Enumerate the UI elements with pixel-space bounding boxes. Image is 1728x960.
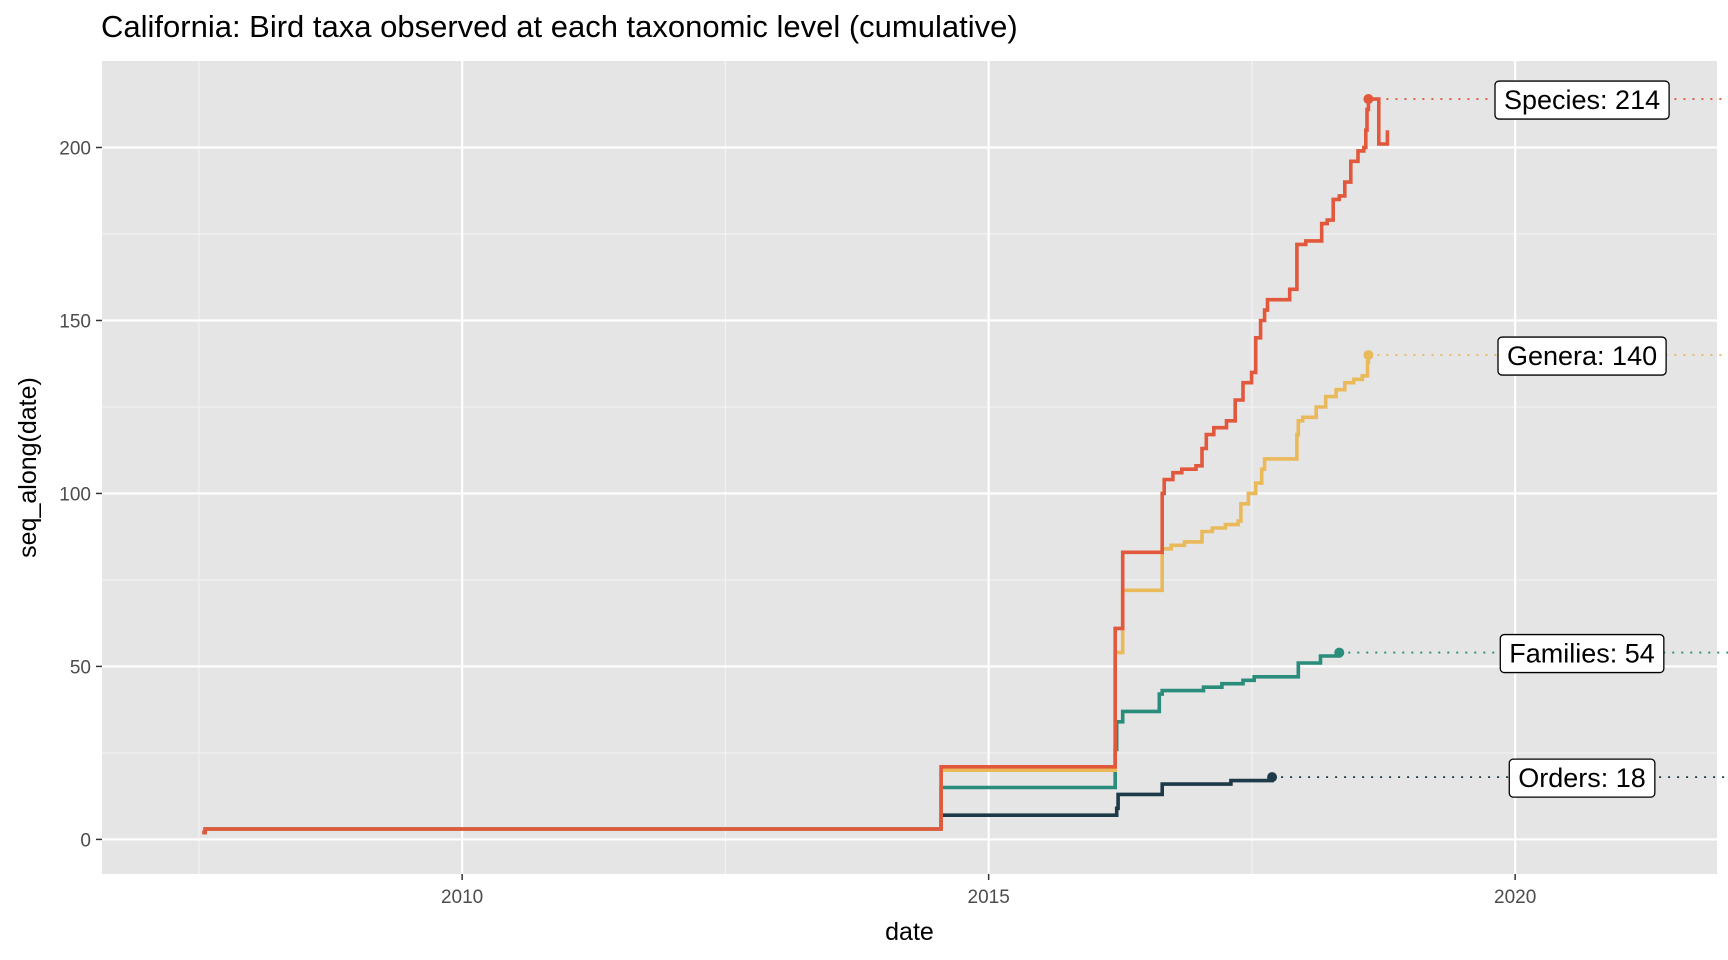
end-label-box <box>1497 336 1667 376</box>
end-label-text: Orders: 18 <box>1518 763 1646 793</box>
end-label-text: Families: 54 <box>1509 639 1655 669</box>
plot-panel <box>102 61 1717 874</box>
end-label-orders: Orders: 18 <box>1508 758 1656 798</box>
end-label-box <box>1499 633 1665 674</box>
end-labels: Orders: 18 Families: 54 Genera: 140 Species… <box>1494 80 1670 798</box>
series-layer <box>202 94 1728 835</box>
series-line-species <box>202 97 1390 835</box>
x-axis-title: date <box>885 918 934 946</box>
grid-lines <box>102 61 1717 874</box>
end-label-families: Families: 54 <box>1499 633 1665 674</box>
chart-title: California: Bird taxa observed at each t… <box>101 9 1018 44</box>
end-label-box <box>1508 758 1656 798</box>
end-label-box <box>1494 80 1670 120</box>
end-label-species: Species: 214 <box>1494 80 1670 120</box>
series-endpoint-genera <box>1363 350 1374 361</box>
x-tick-label: 2015 <box>968 887 1010 908</box>
y-axis-title: seq_along(date) <box>14 377 42 558</box>
series-line-genera <box>202 355 1371 835</box>
series-line-families <box>202 652 1342 835</box>
x-tick-label: 2010 <box>441 887 483 908</box>
end-label-genera: Genera: 140 <box>1497 336 1667 376</box>
series-endpoint-species <box>1363 94 1374 105</box>
y-tick-label: 50 <box>70 657 91 678</box>
end-label-text: Genera: 140 <box>1507 341 1657 371</box>
axes: 0 50 100 150 200 2010 2015 2020 <box>59 138 1536 908</box>
end-label-text: Species: 214 <box>1504 85 1660 115</box>
x-tick-label: 2020 <box>1494 887 1536 908</box>
y-tick-label: 150 <box>59 311 91 332</box>
y-tick-label: 100 <box>59 484 91 505</box>
y-tick-label: 0 <box>80 830 91 851</box>
series-endpoint-orders <box>1267 772 1278 783</box>
series-endpoint-families <box>1334 647 1345 658</box>
y-tick-label: 200 <box>59 138 91 159</box>
